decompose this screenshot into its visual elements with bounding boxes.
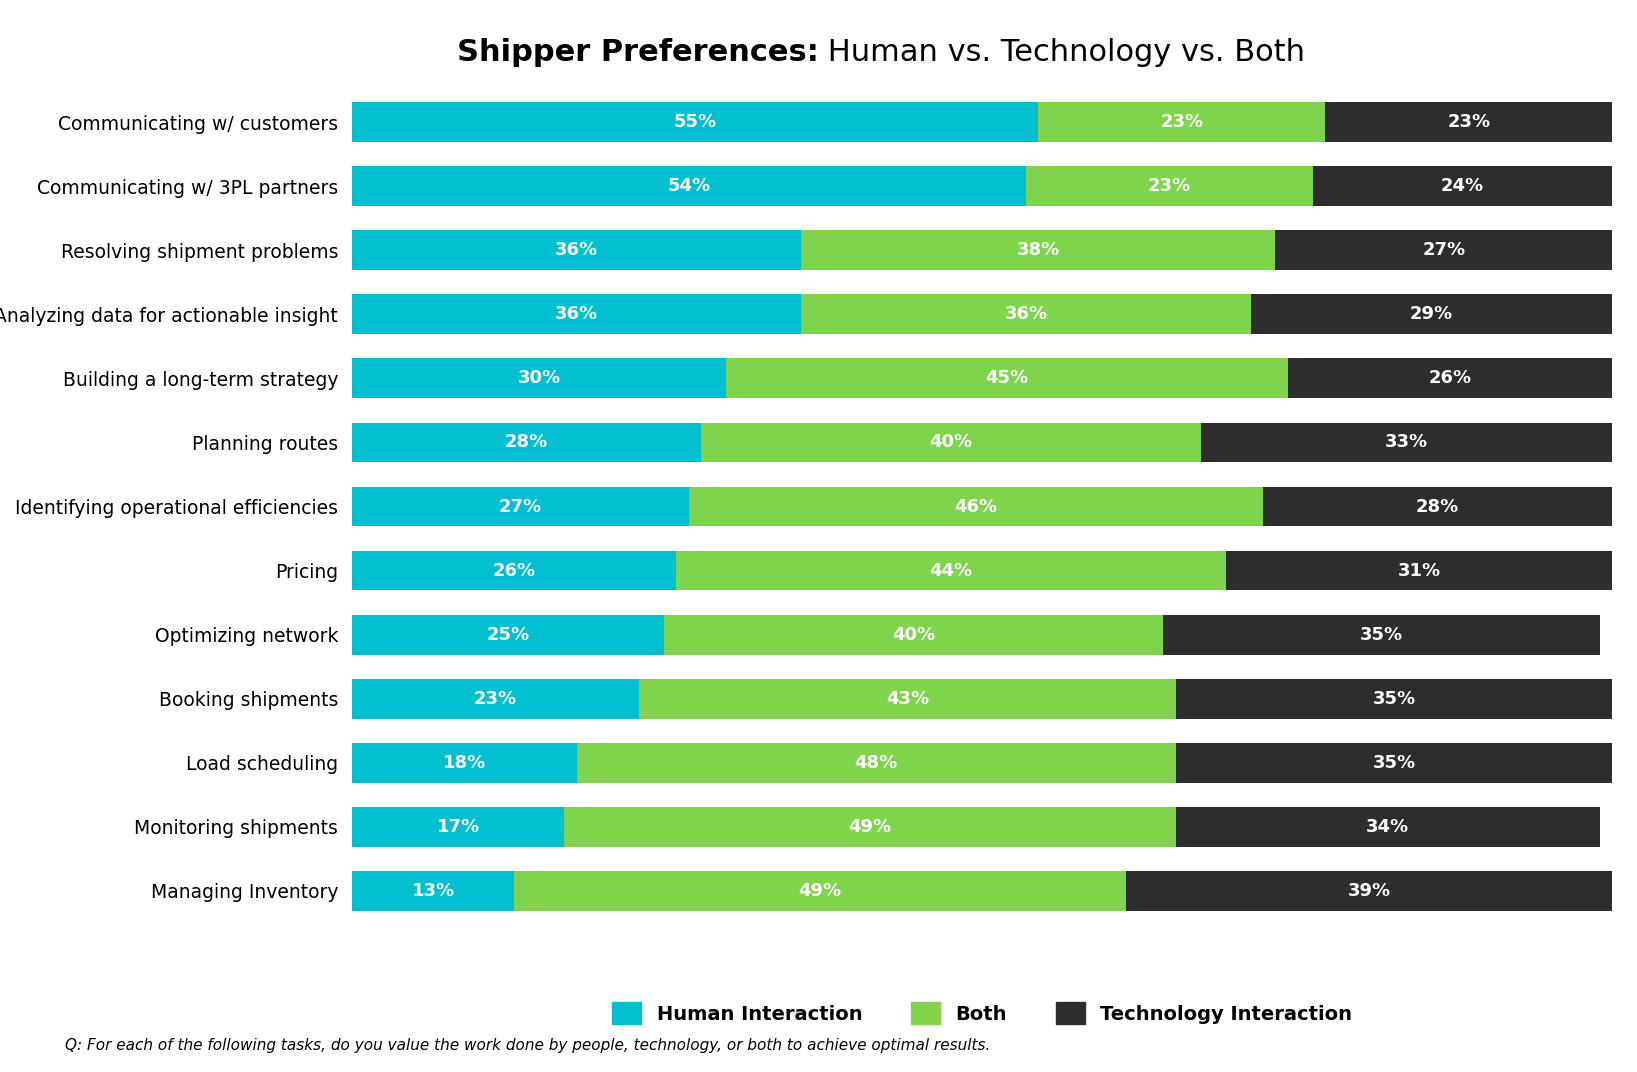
Text: 23%: 23% <box>1161 113 1203 131</box>
Bar <box>352 487 689 526</box>
Text: 35%: 35% <box>1372 754 1416 772</box>
Text: 40%: 40% <box>930 433 972 451</box>
Text: Shipper Preferences:: Shipper Preferences: <box>457 38 818 66</box>
Bar <box>514 872 1126 911</box>
Text: 24%: 24% <box>1441 177 1485 195</box>
Bar <box>1175 807 1599 847</box>
Bar <box>565 807 1175 847</box>
Text: 13%: 13% <box>411 882 455 900</box>
Text: 23%: 23% <box>1447 113 1490 131</box>
Text: 27%: 27% <box>1423 241 1465 259</box>
Text: Human vs. Technology vs. Both: Human vs. Technology vs. Both <box>818 38 1305 66</box>
Bar <box>576 743 1175 783</box>
Text: 48%: 48% <box>855 754 897 772</box>
Text: 28%: 28% <box>1416 497 1459 516</box>
Bar <box>1326 102 1612 142</box>
Bar <box>352 422 701 462</box>
Text: 49%: 49% <box>848 818 892 836</box>
Text: 54%: 54% <box>668 177 710 195</box>
Text: 39%: 39% <box>1347 882 1391 900</box>
Text: 45%: 45% <box>985 370 1028 387</box>
Bar <box>800 295 1251 334</box>
Text: 17%: 17% <box>437 818 480 836</box>
Text: 18%: 18% <box>442 754 486 772</box>
Text: 26%: 26% <box>493 562 535 580</box>
Bar <box>352 166 1026 206</box>
Text: 36%: 36% <box>555 306 598 324</box>
Text: 38%: 38% <box>1017 241 1061 259</box>
Text: 35%: 35% <box>1372 689 1416 708</box>
Text: 29%: 29% <box>1409 306 1454 324</box>
Bar <box>1175 743 1612 783</box>
Bar <box>1251 295 1612 334</box>
Bar <box>800 230 1275 270</box>
Text: Q: For each of the following tasks, do you value the work done by people, techno: Q: For each of the following tasks, do y… <box>65 1038 990 1053</box>
Bar <box>352 102 1038 142</box>
Text: 36%: 36% <box>1005 306 1048 324</box>
Legend: Human Interaction, Both, Technology Interaction: Human Interaction, Both, Technology Inte… <box>612 1002 1352 1025</box>
Bar <box>352 615 665 655</box>
Bar <box>701 422 1200 462</box>
Bar <box>352 358 727 398</box>
Text: 25%: 25% <box>486 626 529 643</box>
Bar <box>352 872 514 911</box>
Bar <box>665 615 1164 655</box>
Text: 44%: 44% <box>930 562 972 580</box>
Bar <box>1126 872 1612 911</box>
Text: 35%: 35% <box>1360 626 1403 643</box>
Text: 33%: 33% <box>1385 433 1427 451</box>
Bar <box>1313 166 1612 206</box>
Bar <box>352 679 638 718</box>
Bar <box>1200 422 1612 462</box>
Bar <box>1264 487 1612 526</box>
Text: 49%: 49% <box>799 882 841 900</box>
Bar <box>689 487 1264 526</box>
Bar <box>352 295 800 334</box>
Text: 28%: 28% <box>506 433 548 451</box>
Text: 34%: 34% <box>1367 818 1409 836</box>
Bar <box>352 230 800 270</box>
Bar <box>1175 679 1612 718</box>
Bar <box>1164 615 1599 655</box>
Bar <box>1038 102 1326 142</box>
Text: 23%: 23% <box>1148 177 1192 195</box>
Bar <box>1288 358 1612 398</box>
Text: 36%: 36% <box>555 241 598 259</box>
Bar <box>1275 230 1612 270</box>
Bar <box>352 551 676 591</box>
Bar <box>676 551 1226 591</box>
Text: 26%: 26% <box>1429 370 1472 387</box>
Bar <box>727 358 1288 398</box>
Text: 46%: 46% <box>954 497 997 516</box>
Text: 30%: 30% <box>517 370 561 387</box>
Text: 23%: 23% <box>475 689 517 708</box>
Bar <box>352 807 565 847</box>
Bar <box>352 743 576 783</box>
Text: 40%: 40% <box>892 626 935 643</box>
Text: 31%: 31% <box>1398 562 1441 580</box>
Bar <box>1026 166 1313 206</box>
Text: 43%: 43% <box>886 689 928 708</box>
Bar <box>638 679 1175 718</box>
Text: 27%: 27% <box>499 497 542 516</box>
Text: 55%: 55% <box>673 113 717 131</box>
Bar <box>1226 551 1612 591</box>
